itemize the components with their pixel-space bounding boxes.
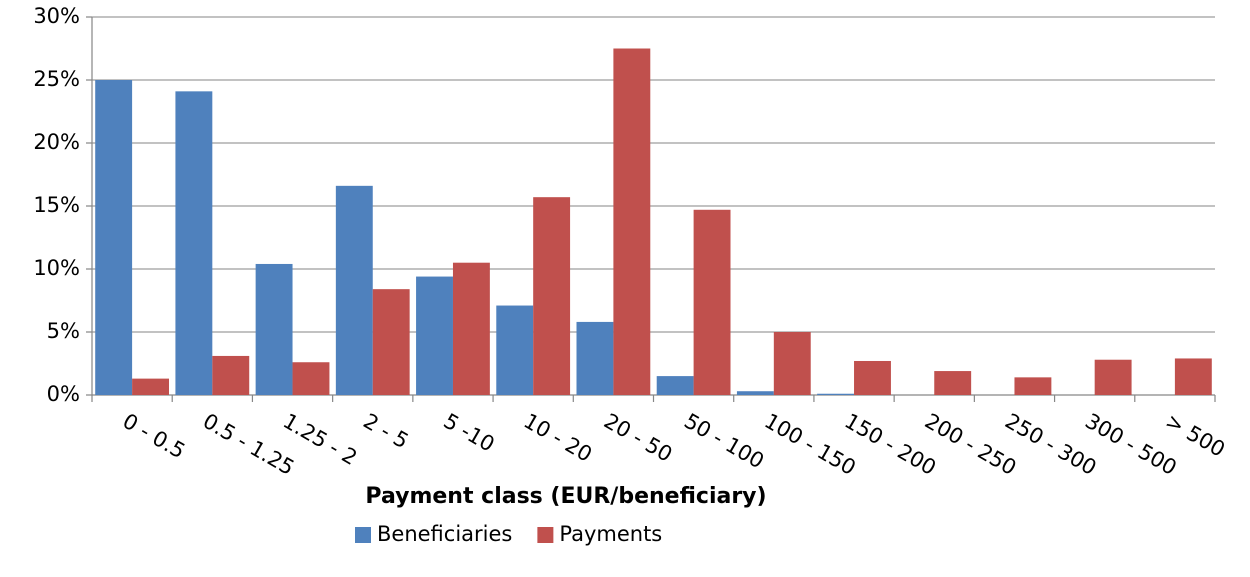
bar [95, 80, 133, 395]
y-tick-label: 5% [47, 319, 80, 343]
bar [693, 209, 731, 395]
bar [656, 376, 694, 395]
y-tick-label: 0% [47, 382, 80, 406]
x-tick-label: 0 - 0.5 [119, 409, 190, 464]
y-tick-label: 20% [33, 130, 80, 154]
x-tick-label: 2 - 5 [359, 409, 412, 454]
y-tick-label: 15% [33, 193, 80, 217]
bar [854, 360, 891, 395]
x-tick-label: 200 - 250 [921, 409, 1021, 480]
bar [1094, 359, 1132, 395]
bar [372, 289, 410, 395]
x-tick-label: 0.5 - 1.25 [199, 409, 299, 480]
bar [817, 393, 855, 395]
x-tick-label: 300 - 500 [1081, 409, 1181, 480]
legend-swatch [537, 527, 554, 543]
x-tick-label: 5 -10 [439, 409, 498, 457]
bar [132, 378, 170, 395]
bar [292, 362, 330, 395]
bar [212, 355, 250, 395]
x-tick-label: 20 - 50 [600, 409, 676, 467]
bar [496, 305, 534, 395]
bar [175, 91, 213, 395]
bar [934, 371, 972, 395]
bar [335, 185, 373, 395]
bar [255, 263, 293, 395]
bar [1014, 377, 1052, 395]
legend-label: Payments [559, 522, 662, 546]
bar [576, 321, 614, 395]
x-tick-label: 10 - 20 [520, 409, 596, 467]
bar [773, 332, 811, 395]
y-tick-label: 30% [33, 4, 80, 28]
x-tick-label: 250 - 300 [1001, 409, 1101, 480]
x-tick-label: 150 - 200 [841, 409, 941, 480]
x-tick-label: 50 - 100 [680, 409, 768, 474]
legend-label: Beneficiaries [377, 522, 512, 546]
bar [533, 197, 571, 395]
y-tick-label: 25% [33, 67, 80, 91]
legend-swatch [355, 527, 371, 543]
bar [736, 391, 774, 395]
x-axis-title: Payment class (EUR/beneficiary) [365, 484, 766, 509]
y-tick-label: 10% [33, 256, 80, 280]
bar [452, 262, 490, 395]
bar [1174, 358, 1212, 395]
bar [416, 276, 453, 395]
bar [613, 48, 651, 395]
x-tick-label: 100 - 150 [760, 409, 860, 480]
